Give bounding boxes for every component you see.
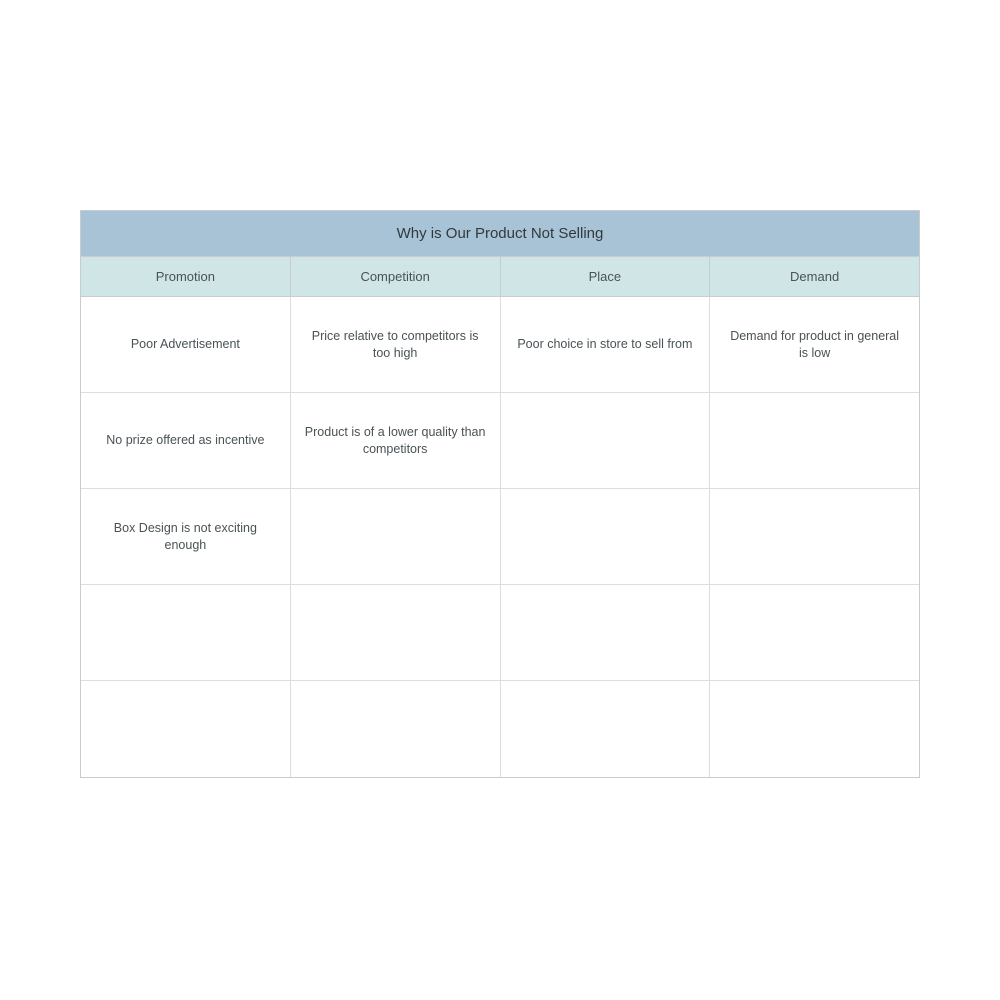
table-header-row: PromotionCompetitionPlaceDemand	[81, 257, 919, 297]
table-cell	[291, 489, 501, 585]
table-cell	[501, 393, 711, 489]
table-cell: Poor Advertisement	[81, 297, 291, 393]
table-cell	[710, 585, 919, 681]
table-row: Poor AdvertisementPrice relative to comp…	[81, 297, 919, 393]
table-cell: Product is of a lower quality than compe…	[291, 393, 501, 489]
table-row	[81, 585, 919, 681]
column-header: Place	[501, 257, 711, 297]
table-cell	[501, 489, 711, 585]
table-cell	[710, 681, 919, 777]
table-cell	[710, 393, 919, 489]
table-cell: Box Design is not exciting enough	[81, 489, 291, 585]
table-cell	[81, 681, 291, 777]
table-row	[81, 681, 919, 777]
table-cell	[291, 585, 501, 681]
table-cell	[501, 681, 711, 777]
table-cell: Demand for product in general is low	[710, 297, 919, 393]
column-header: Promotion	[81, 257, 291, 297]
canvas: Why is Our Product Not Selling Promotion…	[0, 0, 1000, 1000]
table-cell	[501, 585, 711, 681]
column-header: Competition	[291, 257, 501, 297]
table-cell: No prize offered as incentive	[81, 393, 291, 489]
table-cell	[291, 681, 501, 777]
column-header: Demand	[710, 257, 919, 297]
table-cell	[710, 489, 919, 585]
affinity-table: Why is Our Product Not Selling Promotion…	[80, 210, 920, 778]
table-row: No prize offered as incentiveProduct is …	[81, 393, 919, 489]
table-row: Box Design is not exciting enough	[81, 489, 919, 585]
table-title: Why is Our Product Not Selling	[81, 211, 919, 257]
table-cell: Price relative to competitors is too hig…	[291, 297, 501, 393]
table-cell	[81, 585, 291, 681]
table-cell: Poor choice in store to sell from	[501, 297, 711, 393]
